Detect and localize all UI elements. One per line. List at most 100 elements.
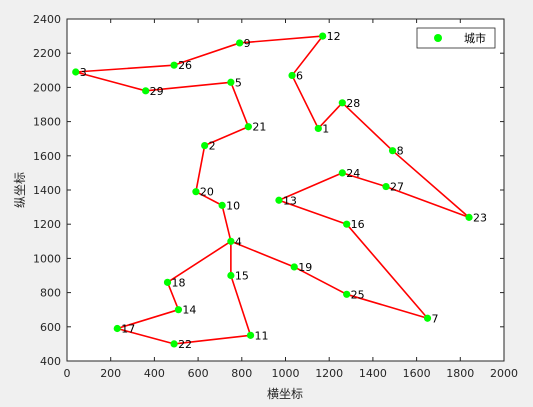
route-segment — [391, 149, 470, 219]
city-label-19: 19 — [298, 261, 312, 274]
city-point-3 — [72, 68, 80, 76]
x-tick-label: 1600 — [403, 367, 431, 380]
route-segment — [238, 35, 324, 44]
point-labels-layer: 1234567891011121314151617181920212223242… — [80, 30, 487, 351]
x-axis-label: 横坐标 — [267, 387, 303, 401]
legend-label: 城市 — [464, 31, 486, 45]
city-point-1 — [314, 124, 322, 133]
city-point-2 — [201, 141, 209, 150]
city-point-16 — [343, 220, 351, 228]
city-label-24: 24 — [346, 167, 360, 180]
city-label-21: 21 — [252, 121, 266, 134]
city-point-20 — [192, 188, 200, 196]
y-tick-label: 2000 — [33, 81, 61, 94]
city-label-1: 1 — [322, 122, 329, 135]
route-segment — [278, 199, 348, 225]
route-segment — [166, 240, 232, 284]
city-point-24 — [338, 169, 346, 177]
route-segment — [345, 223, 429, 320]
route-segment — [173, 334, 252, 345]
route-segment — [173, 42, 241, 66]
city-point-19 — [290, 263, 298, 271]
route-segment — [166, 281, 180, 311]
route-segment — [74, 71, 147, 92]
route-segment — [291, 35, 324, 77]
city-point-25 — [343, 290, 351, 298]
route-segment — [341, 172, 387, 188]
route-segment — [203, 125, 250, 147]
city-label-29: 29 — [150, 85, 164, 98]
city-label-10: 10 — [226, 199, 240, 212]
route-segment — [345, 293, 429, 320]
city-label-14: 14 — [182, 304, 196, 317]
city-point-8 — [388, 147, 397, 155]
city-label-16: 16 — [351, 218, 365, 231]
city-point-22 — [170, 340, 178, 348]
city-label-20: 20 — [200, 186, 214, 199]
route-segment — [230, 274, 252, 337]
city-label-2: 2 — [209, 140, 216, 153]
city-point-14 — [174, 306, 183, 314]
legend-marker — [434, 34, 442, 42]
city-point-9 — [236, 39, 244, 47]
city-point-6 — [288, 71, 296, 80]
city-label-7: 7 — [432, 312, 439, 325]
route-segment — [195, 190, 223, 207]
route-segment — [230, 240, 296, 268]
city-label-13: 13 — [283, 194, 297, 207]
city-point-21 — [244, 123, 252, 131]
city-label-27: 27 — [390, 181, 404, 194]
city-label-12: 12 — [327, 30, 341, 43]
city-label-8: 8 — [397, 145, 404, 158]
legend: 城市 — [416, 27, 496, 49]
route-segment — [341, 101, 394, 152]
city-label-11: 11 — [255, 329, 269, 342]
points-layer — [72, 32, 473, 348]
city-label-25: 25 — [351, 288, 365, 301]
route-segment — [293, 266, 348, 296]
city-point-11 — [246, 331, 255, 339]
y-tick-label: 600 — [40, 321, 61, 334]
legend-box — [416, 27, 496, 49]
route-segment — [291, 74, 320, 130]
route-segment — [195, 144, 206, 193]
city-point-23 — [465, 213, 473, 221]
x-tick-label: 0 — [64, 367, 71, 380]
x-tick-label: 1400 — [359, 367, 387, 380]
route-segment — [230, 81, 250, 128]
city-point-18 — [163, 278, 172, 286]
city-label-26: 26 — [178, 59, 192, 72]
city-point-15 — [227, 271, 235, 280]
x-tick-label: 1200 — [315, 367, 343, 380]
x-tick-label: 1800 — [446, 367, 474, 380]
city-point-7 — [423, 314, 432, 322]
x-tick-label: 600 — [188, 367, 209, 380]
city-point-12 — [319, 32, 327, 40]
route-segment — [116, 308, 180, 330]
x-tick-label: 800 — [231, 367, 252, 380]
city-label-5: 5 — [235, 76, 242, 89]
city-point-17 — [113, 324, 121, 333]
x-tick-label: 400 — [144, 367, 165, 380]
city-label-22: 22 — [178, 338, 192, 351]
city-label-3: 3 — [80, 66, 87, 79]
city-label-9: 9 — [244, 37, 251, 50]
city-label-18: 18 — [172, 276, 186, 289]
city-point-5 — [227, 78, 235, 86]
route-segment — [221, 204, 232, 243]
city-point-28 — [338, 99, 346, 107]
city-label-23: 23 — [473, 211, 487, 224]
y-tick-label: 1400 — [33, 184, 61, 197]
route-segment — [278, 172, 344, 202]
city-point-29 — [142, 87, 150, 95]
city-point-27 — [382, 182, 390, 191]
route-segment — [116, 327, 175, 345]
y-tick-label: 2200 — [33, 47, 61, 60]
y-tick-label: 2400 — [33, 13, 61, 26]
y-tick-label: 800 — [40, 287, 61, 300]
route-layer — [74, 35, 470, 345]
plot-area — [67, 19, 504, 361]
y-tick-label: 400 — [40, 355, 61, 368]
route-segment — [74, 64, 175, 73]
